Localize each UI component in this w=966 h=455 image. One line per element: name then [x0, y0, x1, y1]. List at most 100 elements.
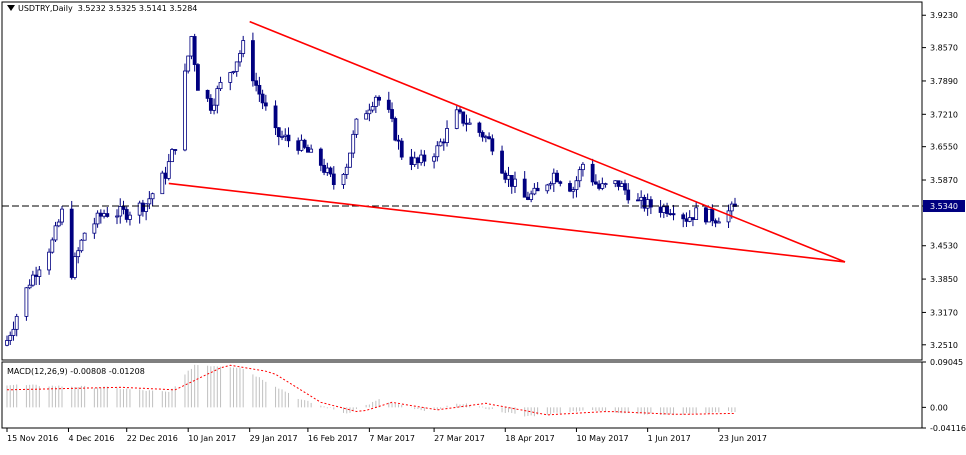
candle-body	[215, 88, 220, 106]
candle-body	[445, 128, 449, 144]
candle-body	[441, 141, 446, 144]
candle-body	[296, 140, 301, 151]
candle-body	[79, 239, 84, 252]
candle-body	[616, 180, 621, 187]
x-tick-label: 1 Jun 2017	[648, 434, 691, 443]
x-tick-label: 18 Apr 2017	[505, 434, 554, 443]
y-tick-label: 3.4530	[930, 242, 958, 251]
candle-body	[668, 213, 673, 215]
candle-body	[399, 140, 404, 158]
candle-body	[422, 154, 427, 162]
candle-body	[409, 156, 414, 165]
candle-body	[82, 232, 87, 241]
trendline-upper	[249, 20, 846, 263]
candle-body	[461, 111, 466, 124]
candle-body	[37, 269, 42, 277]
candle-body	[597, 183, 602, 189]
candle-body	[691, 217, 695, 220]
candle-body	[102, 213, 106, 217]
candle-body	[14, 315, 19, 330]
candle-body	[522, 178, 527, 198]
candle-body	[626, 189, 631, 201]
candle-body	[419, 154, 424, 164]
candle-body	[5, 340, 9, 346]
candle-body	[435, 145, 440, 158]
candle-body	[251, 40, 255, 82]
candle-body	[183, 70, 187, 151]
current-price-box	[923, 200, 965, 213]
candle-body	[254, 80, 259, 86]
x-tick-label: 27 Mar 2017	[434, 434, 485, 443]
candle-body	[325, 167, 330, 173]
candle-body	[309, 148, 314, 153]
candle-body	[60, 208, 64, 223]
y-tick-label: 3.9230	[930, 11, 958, 20]
macd-histogram-group	[6, 364, 736, 417]
candle-body	[639, 196, 644, 201]
x-tick-label: 4 Dec 2016	[68, 434, 114, 443]
candle-body	[212, 104, 216, 111]
candle-body	[571, 189, 576, 192]
y-tick-label: 3.5870	[930, 176, 958, 185]
candle-body	[467, 122, 472, 125]
candle-body	[344, 166, 349, 175]
candle-body	[8, 335, 13, 341]
candle-body	[713, 220, 718, 224]
candle-body	[283, 134, 288, 137]
candle-body	[150, 193, 155, 200]
candle-body	[286, 134, 291, 142]
x-tick-label: 7 Mar 2017	[369, 434, 415, 443]
ohlc-values: 3.5232 3.5325 3.5141 3.5284	[77, 4, 198, 13]
candle-body	[27, 284, 32, 289]
y-tick-label: 3.3170	[930, 308, 958, 317]
candle-body	[302, 139, 307, 148]
candle-body	[318, 148, 323, 166]
candle-body	[144, 203, 149, 212]
candle-body	[195, 64, 200, 91]
y-tick-label: 3.3850	[930, 275, 958, 284]
candle-body	[11, 328, 16, 336]
candle-body	[241, 40, 246, 54]
candle-body	[529, 193, 534, 200]
candle-body	[684, 218, 689, 222]
x-tick-label: 29 Jan 2017	[250, 434, 298, 443]
candle-body	[642, 196, 647, 209]
candle-body	[170, 149, 174, 163]
candle-body	[234, 61, 239, 72]
candle-body	[160, 172, 165, 195]
candle-body	[613, 180, 618, 184]
candle-body	[432, 156, 436, 162]
candle-body	[121, 206, 126, 210]
candle-body	[354, 118, 359, 135]
y-tick-label: 3.2510	[930, 341, 958, 350]
candle-body	[34, 274, 39, 277]
candle-body	[76, 250, 81, 258]
price-panel-frame	[1, 1, 923, 361]
candle-body	[328, 167, 333, 175]
candle-body	[105, 213, 110, 217]
candle-body	[703, 207, 708, 223]
x-tick-label: 10 Jan 2017	[188, 434, 236, 443]
candle-body	[50, 239, 55, 253]
candle-body	[458, 109, 462, 113]
candle-body	[331, 173, 336, 185]
candle-body	[577, 169, 582, 182]
chart-title: USDTRY,Daily 3.5232 3.5325 3.5141 3.5284	[7, 4, 197, 13]
candle-body	[173, 149, 178, 151]
candle-body	[593, 181, 598, 185]
candle-body	[487, 136, 491, 140]
candle-body	[299, 139, 304, 151]
macd-y-tick-label: 0.00	[930, 403, 948, 412]
candle-body	[590, 163, 595, 183]
candle-body	[393, 118, 398, 141]
candle-body	[483, 136, 488, 139]
candle-body	[370, 106, 375, 111]
candle-body	[53, 225, 58, 241]
x-tick-label: 23 Jun 2017	[719, 434, 767, 443]
candle-body	[506, 174, 511, 180]
candle-body	[260, 93, 265, 104]
candle-body	[671, 213, 676, 216]
candle-body	[273, 105, 278, 129]
